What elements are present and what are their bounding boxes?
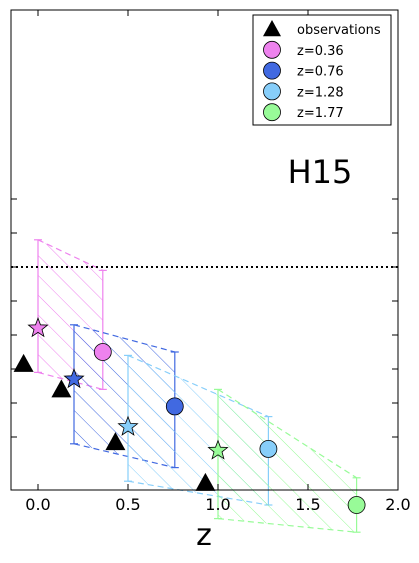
band-lower-edge (217, 518, 357, 533)
circle-z-1-28 (259, 439, 278, 458)
legend-label: z=0.36 (297, 44, 344, 59)
x-axis-ticks: 0.0 0.5 1.0 1.5 2.0 (25, 10, 411, 514)
legend-label: z=1.28 (297, 85, 344, 100)
star-z-0-36 (27, 317, 49, 338)
data-markers (13, 317, 366, 514)
star-z-1-28 (117, 415, 139, 436)
uncertainty-bands (34, 239, 361, 533)
star-z-1-77 (207, 439, 229, 460)
observation-triangle (195, 472, 216, 491)
x-tick-label: 2.0 (385, 495, 410, 514)
legend-circle-icon (263, 103, 281, 122)
star-z-0-76 (63, 368, 85, 389)
x-tick-label: 1.5 (295, 495, 320, 514)
legend-circle-icon (263, 61, 281, 80)
circle-z-0-36 (93, 343, 112, 361)
observation-triangle (105, 432, 126, 451)
observation-triangle (51, 379, 72, 398)
y-axis-ticks (11, 198, 398, 438)
observation-triangle (13, 353, 34, 372)
x-axis-label: z (196, 518, 212, 553)
legend-circle-icon (263, 40, 281, 59)
panel-label: H15 (288, 153, 353, 191)
circle-z-0-76 (165, 397, 184, 416)
circle-z-1-77 (347, 496, 366, 514)
plot-frame (10, 9, 399, 491)
legend-triangle-icon (263, 20, 281, 37)
legend-label: z=1.77 (297, 106, 344, 121)
x-tick-label: 1.0 (205, 495, 230, 514)
legend-circle-icon (263, 82, 281, 101)
band-lower-edge (73, 443, 175, 469)
band-upper-edge (217, 388, 357, 479)
band-z-1-77 (214, 388, 361, 533)
x-tick-label: 0.0 (25, 495, 50, 514)
band-lower-edge (127, 480, 269, 506)
legend-label: z=0.76 (297, 65, 344, 80)
band-upper-edge (37, 239, 104, 271)
band-upper-edge (127, 354, 269, 418)
legend: observations z=0.36 z=0.76 z=1.28 z=1.77 (252, 14, 392, 126)
x-tick-label: 0.5 (115, 495, 140, 514)
band-upper-edge (73, 324, 175, 353)
band-fill (218, 389, 357, 533)
legend-label: observations (297, 23, 381, 38)
